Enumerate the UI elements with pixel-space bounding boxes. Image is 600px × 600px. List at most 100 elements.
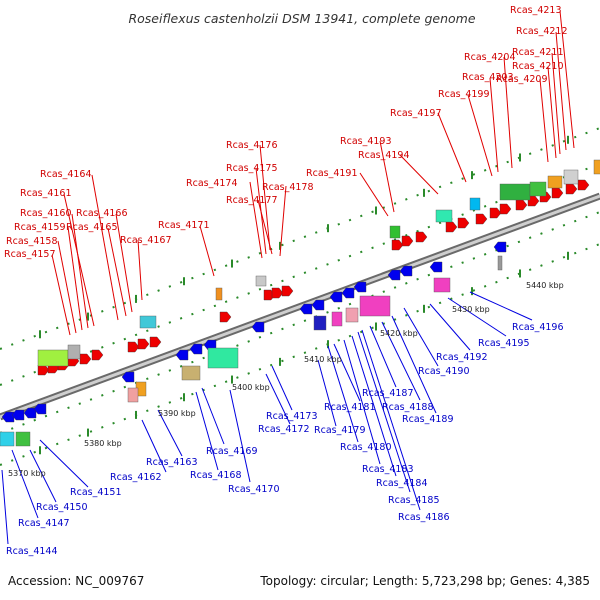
reverse-gene-label: Rcas_4183 [362,464,414,475]
reverse-gene-arrow [387,269,401,281]
forward-gene-box [563,169,579,185]
forward-gene-labels: Rcas_4157 Rcas_4158 Rcas_4159 Rcas_4160 Rcas… [4,5,568,260]
reverse-gene-box [15,431,31,447]
forward-gene-box [499,183,531,201]
forward-gene-label: Rcas_4176 [226,140,278,151]
reverse-gene-box [331,311,343,327]
scale-label: 5400 kbp [232,383,270,392]
reverse-gene-arrow [121,371,135,383]
reverse-gene-arrow [251,321,265,333]
reverse-gene-label: Rcas_4186 [398,512,450,523]
forward-gene-label: Rcas_4159 [14,222,66,233]
genome-backbone [0,192,600,421]
genome-summary-text: Topology: circular; Length: 5,723,298 bp… [259,574,590,588]
forward-gene-box [215,287,223,301]
forward-gene-arrow [281,285,294,297]
forward-gene-box [37,349,69,367]
forward-gene-box [435,209,453,223]
reverse-gene-label: Rcas_4150 [36,502,88,513]
reverse-gene-label: Rcas_4151 [70,487,122,498]
reverse-gene-label: Rcas_4196 [512,322,564,333]
scale-label: 5440 kbp [526,281,564,290]
reverse-gene-label: Rcas_4181 [324,402,376,413]
reverse-gene-box [313,315,327,331]
reverse-gene-box [433,277,451,293]
forward-gene-arrow [37,364,50,376]
forward-gene-arrow [457,217,470,229]
scale-label: 5370 kbp [8,469,46,478]
forward-gene-label: Rcas_4212 [516,26,568,37]
reverse-gene-label: Rcas_4187 [362,388,414,399]
forward-gene-box [67,344,81,360]
forward-gene-label: Rcas_4213 [510,5,562,16]
reverse-gene-label: Rcas_4169 [206,446,258,457]
forward-gene-arrow [391,239,404,251]
forward-gene-arrow [577,179,590,191]
reverse-gene-arrow [189,343,203,355]
forward-gene-label: Rcas_4197 [390,108,442,119]
forward-gene-arrow [489,207,502,219]
forward-gene-label: Rcas_4175 [226,163,278,174]
reverse-gene-box [345,307,359,323]
reverse-gene-label: Rcas_4188 [382,402,434,413]
forward-gene-label: Rcas_4165 [66,222,118,233]
reverse-gene-box [181,365,201,381]
forward-gene-arrow [149,336,162,348]
forward-gene-box [255,275,267,287]
scale-label: 5430 kbp [452,305,490,314]
forward-gene-label: Rcas_4177 [226,195,278,206]
forward-gene-arrow [91,349,104,361]
reverse-gene-label: Rcas_4147 [18,518,70,529]
reverse-gene-arrow [11,409,25,421]
reverse-gene-label: Rcas_4162 [110,472,162,483]
forward-gene-label: Rcas_4178 [262,182,314,193]
scale-label: 5390 kbp [158,409,196,418]
reverse-gene-arrow [353,281,367,293]
reverse-gene-label: Rcas_4180 [340,442,392,453]
forward-gene-label: Rcas_4167 [120,235,172,246]
reverse-gene-arrow [493,241,507,253]
reverse-gene-labels: Rcas_4144 Rcas_4147 Rcas_4150 Rcas_4151 Rcas… [6,322,564,557]
reverse-gene-arrow [33,403,47,415]
reverse-gene-box [359,295,391,317]
forward-gene-box [469,197,481,211]
reverse-gene-label: Rcas_4195 [478,338,530,349]
forward-gene-label: Rcas_4164 [40,169,92,180]
reverse-gene-label: Rcas_4192 [436,352,488,363]
forward-gene-label: Rcas_4160 [20,208,72,219]
forward-gene-label: Rcas_4171 [158,220,210,231]
gene-features [0,159,600,447]
forward-gene-arrow [515,199,528,211]
reverse-gene-label: Rcas_4172 [258,424,310,435]
scale-labels: 5370 kbp 5380 kbp 5390 kbp 5400 kbp 5410 kbp… [8,281,564,478]
forward-gene-label: Rcas_4158 [6,236,58,247]
reverse-gene-arrow [429,261,443,273]
forward-gene-arrow [137,338,150,350]
forward-gene-arrow [475,213,488,225]
forward-gene-box [389,225,401,239]
reverse-gene-arrow [1,411,15,423]
reverse-gene-label: Rcas_4163 [146,457,198,468]
forward-gene-label: Rcas_4191 [306,168,358,179]
reverse-gene-arrow [311,299,325,311]
forward-gene-arrow [565,183,578,195]
forward-gene-arrow [551,187,564,199]
forward-gene-arrow [79,353,92,365]
forward-gene-label: Rcas_4193 [340,136,392,147]
forward-gene-label: Rcas_4211 [512,47,564,58]
reverse-gene-arrow [399,265,413,277]
forward-gene-box [529,181,547,197]
forward-gene-box [593,159,600,175]
forward-gene-label: Rcas_4210 [512,61,564,72]
reverse-gene-label: Rcas_4185 [388,495,440,506]
forward-gene-arrow [271,287,284,299]
reverse-gene-label: Rcas_4144 [6,546,58,557]
forward-gene-box [547,175,563,189]
label-connectors [1,10,575,545]
accession-text: Accession: NC_009767 [8,574,144,588]
forward-gene-box [139,315,157,329]
forward-gene-label: Rcas_4199 [438,89,490,100]
forward-gene-arrow [219,311,232,323]
forward-gene-arrow [127,341,140,353]
